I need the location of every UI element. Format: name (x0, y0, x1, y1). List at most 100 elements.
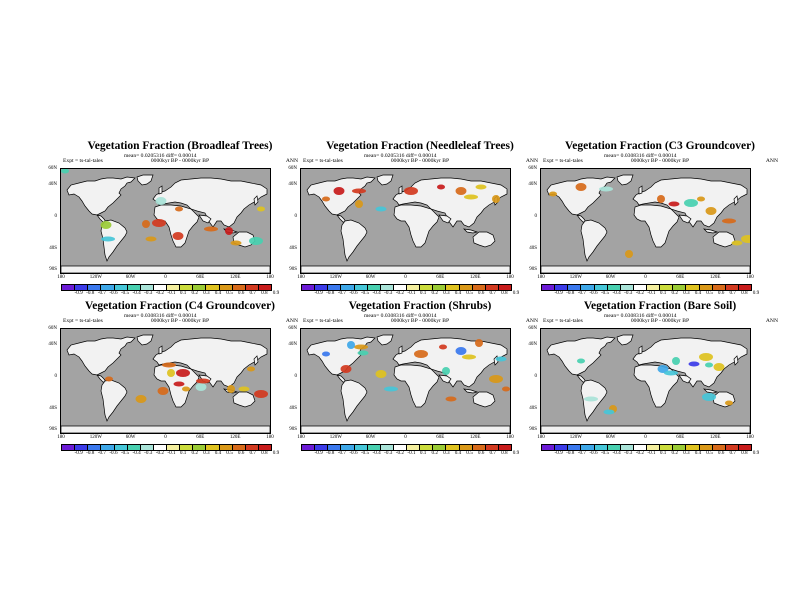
colorbar-labels: -0.9 -0.8 -0.7 -0.6 -0.5 -0.4 -0.3 -0.2 -0.1 0.1 0… (61, 450, 280, 458)
map-canvas (541, 169, 750, 273)
landmass-10 (158, 345, 163, 355)
anomaly-blob (697, 196, 705, 202)
lat-tick-label: 60N (288, 326, 297, 331)
lat-tick-label: 0 (54, 214, 58, 219)
colorbar-swatch (153, 285, 167, 290)
colorbar-label: 0.5 (226, 450, 233, 456)
colorbar-label: -0.6 (589, 450, 598, 456)
experiment-label: Expt = ts-tal-tales (543, 158, 583, 164)
anomaly-blob (475, 339, 483, 347)
landmass-2 (136, 174, 154, 186)
colorbar-label: -0.3 (624, 450, 633, 456)
colorbar-label: 0.8 (501, 290, 508, 296)
colorbar-swatch (153, 445, 167, 450)
landmass-3 (580, 219, 608, 262)
anomaly-blob (347, 341, 355, 349)
colorbar-swatch (328, 285, 342, 290)
anomaly-blob (725, 400, 733, 406)
colorbar-label: -0.9 (74, 450, 83, 456)
colorbar-label: 0.4 (454, 290, 462, 296)
anomaly-blob (227, 385, 235, 393)
colorbar-label: 0.8 (261, 450, 268, 456)
colorbar-swatch (542, 285, 556, 290)
colorbar-label: 0.4 (694, 450, 702, 456)
anomaly-blob (322, 351, 330, 357)
colorbar-label: -0.2 (395, 450, 404, 456)
anomaly-blob (445, 396, 457, 402)
colorbar-swatch (485, 285, 499, 290)
anomaly-blob (204, 226, 218, 232)
colorbar-swatch (725, 285, 739, 290)
world-map (60, 328, 271, 434)
anomaly-blob (352, 188, 366, 194)
anomaly-blob (414, 350, 428, 358)
lat-tick-label: 60N (288, 166, 297, 171)
colorbar-label: -0.4 (372, 290, 381, 296)
landmass-8 (463, 388, 479, 394)
colorbar-label: -0.1 (647, 450, 656, 456)
anomaly-blob (664, 370, 678, 376)
anomaly-blob (657, 195, 665, 203)
lon-tick-label: 120W (89, 275, 102, 280)
colorbar-label: -0.7 (97, 290, 106, 296)
landmass-2 (136, 334, 154, 346)
lat-tick-label: 40N (48, 342, 57, 347)
landmass-5 (393, 364, 440, 408)
landmass-11 (61, 265, 270, 273)
colorbar-label: 0.3 (443, 450, 450, 456)
lon-tick-label: 60E (436, 275, 445, 280)
anomaly-blob (713, 363, 725, 371)
experiment-label: Expt = ts-tal-tales (63, 318, 103, 324)
landmass-6 (198, 214, 212, 224)
lat-tick-label: 0 (534, 374, 538, 379)
colorbar-swatch (315, 445, 329, 450)
colorbar-swatch (193, 445, 207, 450)
colorbar-label: 0.9 (752, 450, 760, 456)
lon-tick-labels: 180 120W 60W 0 60E 120E 180 (537, 275, 754, 283)
anomaly-blob (322, 196, 330, 202)
lon-tick-labels: 180 120W 60W 0 60E 120E 180 (57, 275, 274, 283)
landmass-9 (733, 355, 739, 366)
colorbar-label: -0.1 (647, 290, 656, 296)
colorbar-label: -0.7 (577, 290, 586, 296)
colorbar-swatch (633, 285, 647, 290)
colorbar-label: 0.7 (729, 450, 737, 456)
anomaly-blob (375, 206, 387, 212)
colorbar-swatch (407, 285, 421, 290)
landmass-3 (100, 379, 128, 422)
landmass-7 (472, 391, 496, 408)
colorbar-label: 0.6 (717, 450, 725, 456)
colorbar-swatch (620, 445, 634, 450)
landmass-7 (232, 391, 256, 408)
period-label: 0000kyr BP - 0000kyr BP (630, 158, 690, 164)
landmass-6 (678, 374, 692, 384)
colorbar-label: 0.5 (706, 450, 713, 456)
lat-tick-label: 90S (289, 267, 297, 272)
anomaly-blob (175, 206, 183, 212)
colorbar-label: 0.7 (249, 450, 257, 456)
anomaly-blob (722, 218, 736, 224)
colorbar-label: 0.6 (237, 290, 245, 296)
season-label: ANN (525, 158, 538, 164)
colorbar-label: -0.2 (395, 290, 404, 296)
lon-tick-label: 120W (329, 435, 342, 440)
colorbar-label: 0.9 (272, 290, 280, 296)
lat-tick-label: 40S (49, 246, 57, 251)
colorbar-label: -0.5 (600, 290, 610, 296)
colorbar-labels: -0.9 -0.8 -0.7 -0.6 -0.5 -0.4 -0.3 -0.2 -0.1 0.1 0… (61, 290, 280, 298)
lon-tick-labels: 180 120W 60W 0 60E 120E 180 (297, 275, 514, 283)
lon-tick-label: 180 (537, 275, 545, 280)
colorbar-label: 0.5 (466, 450, 473, 456)
colorbar (61, 284, 272, 291)
colorbar-label: 0.5 (226, 290, 233, 296)
landmass-2 (376, 334, 394, 346)
colorbar-label: 0.2 (431, 290, 438, 296)
lon-tick-label: 60E (676, 435, 685, 440)
experiment-label: Expt = ts-tal-tales (303, 318, 343, 324)
anomaly-blob (584, 396, 598, 402)
colorbar-swatch (354, 285, 368, 290)
landmass-2 (616, 334, 634, 346)
lon-tick-label: 0 (644, 435, 647, 440)
colorbar-swatch (341, 445, 355, 450)
colorbar-label: -0.5 (120, 450, 130, 456)
